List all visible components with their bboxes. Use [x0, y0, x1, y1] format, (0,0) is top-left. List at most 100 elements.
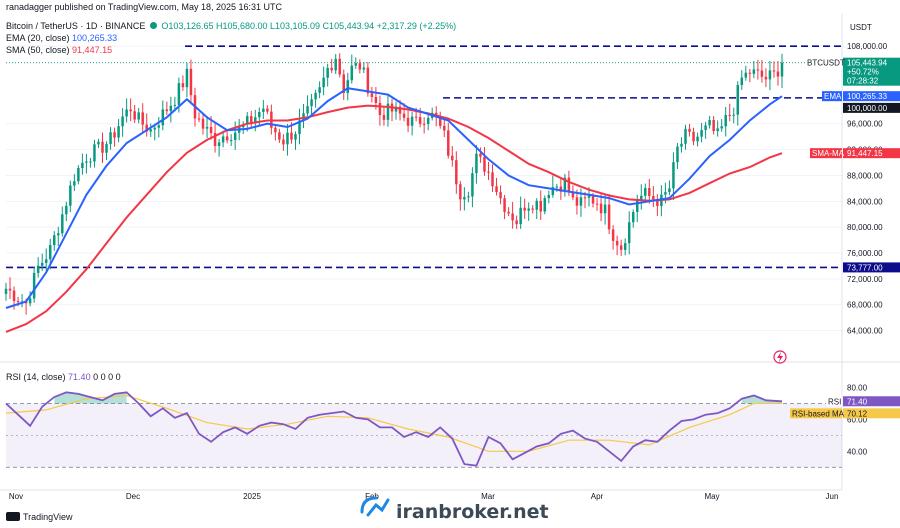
candle-body [173, 104, 177, 106]
btc-price-tag-text: 07:28:32 [847, 77, 879, 86]
rsi-overbought-fill [54, 392, 67, 404]
candle-body [708, 119, 711, 126]
candle-body [133, 111, 136, 120]
candle-body [692, 131, 695, 142]
candle-body [402, 113, 406, 118]
candle-body [8, 288, 12, 291]
candle-body [587, 195, 591, 198]
rsi-panel: 80.00 60.00 40.00 [5, 384, 868, 468]
candle-body [676, 146, 679, 163]
candle-body [282, 139, 285, 145]
level-73k-tag-bg [843, 262, 900, 273]
time-label: May [704, 492, 719, 501]
ema-line [5, 87, 783, 309]
candle-body [776, 71, 780, 77]
candle-body [740, 77, 744, 86]
level-100k-tag-bg [843, 102, 900, 113]
candle-body [696, 136, 699, 142]
candle-body [278, 132, 281, 140]
candle-body [531, 208, 534, 210]
price-axis[interactable]: 108,000.0096,000.0092,000.0088,000.0084,… [847, 42, 888, 335]
candle-body [623, 243, 627, 250]
time-label: Feb [365, 492, 379, 501]
candle-body [250, 116, 253, 124]
time-label: Apr [591, 492, 604, 501]
ema-price-tag-bg [843, 91, 900, 102]
tradingview-logo-icon [6, 512, 20, 521]
candle-body [495, 186, 498, 193]
sma-price-tag: 91,447.15 [843, 148, 900, 159]
rsi-ma-value-tag-text: 70.12 [847, 409, 868, 418]
candle-body [567, 177, 571, 193]
rsi-value-tag: 71.40 [843, 396, 900, 407]
level-73k-tag: 73,777.00 [843, 262, 900, 273]
price-tick-label: 76,000.00 [847, 249, 883, 258]
candle-body [229, 139, 233, 141]
rsi-legend[interactable]: RSI (14, close) 71.40 0 0 0 0 [6, 372, 121, 383]
candle-body [294, 134, 297, 140]
candle-body [181, 83, 185, 88]
candle-body [455, 160, 458, 185]
candle-body [410, 116, 414, 126]
candle-body [28, 298, 32, 304]
lightning-icon [773, 350, 787, 364]
rsi-legend-tail: 0 0 0 0 [93, 372, 121, 382]
candle-body [575, 197, 579, 206]
candle-body [475, 153, 478, 174]
candle-body [688, 128, 691, 132]
candle-body [245, 116, 249, 125]
candle-body [547, 194, 551, 199]
candle-body [201, 118, 205, 129]
branding: iranbroker.net TradingView [6, 496, 549, 523]
candle-body [583, 197, 587, 199]
btc-symbol-tag: BTCUSDT [807, 59, 845, 68]
candle-body [274, 127, 277, 133]
price-tags: 105,443.94+50.72%07:28:32 100,265.33 100,0… [773, 57, 900, 419]
candle-body [69, 185, 72, 206]
symbol-title[interactable]: Bitcoin / TetherUS · 1D · BINANCE [6, 21, 146, 31]
candle-body [451, 155, 454, 161]
tradingview-brand: TradingView [23, 512, 73, 522]
price-tick-label: 64,000.00 [847, 327, 883, 336]
rsi-tick-label: 80.00 [847, 384, 868, 393]
price-tick-label: 80,000.00 [847, 223, 883, 232]
candle-body [414, 116, 418, 118]
ema-legend[interactable]: EMA (20, close) 100,265.33 [6, 33, 117, 44]
candle-body [511, 213, 514, 221]
candle-body [105, 144, 108, 153]
candle-body [636, 200, 639, 213]
sma-price-tag-text: 91,447.15 [847, 149, 883, 158]
candle-body [189, 68, 193, 96]
candle-body [438, 117, 442, 126]
candle-body [334, 58, 337, 71]
candle-body [756, 69, 760, 71]
candle-body [619, 245, 623, 250]
market-status-icon [149, 22, 157, 29]
candle-body [744, 72, 748, 78]
candle-body [233, 132, 237, 140]
rsi-value-tag-bg [843, 396, 900, 407]
candle-body [483, 156, 486, 172]
price-tick-label: 72,000.00 [847, 275, 883, 284]
candle-body [266, 108, 269, 112]
lightning-icon-glyph [777, 352, 783, 362]
candle-body [591, 195, 595, 204]
price-tick-label: 84,000.00 [847, 197, 883, 206]
candle-body [137, 112, 140, 120]
candle-body [479, 153, 482, 157]
candle-body [153, 127, 157, 130]
candle-body [109, 132, 112, 145]
currency-label[interactable]: USDT [850, 23, 872, 32]
candle-body [205, 126, 209, 129]
candle-body [720, 126, 723, 129]
rsi-value-tag-text: 71.40 [847, 397, 868, 406]
candle-body [346, 80, 350, 93]
candle-body [394, 106, 398, 112]
sma-legend[interactable]: SMA (50, close) 91,447.15 [6, 45, 112, 56]
candle-body [53, 235, 56, 246]
candle-body [398, 106, 402, 114]
candle-body [519, 207, 522, 225]
time-axis[interactable]: Nov Dec 2025 Feb Mar Apr May Jun [9, 492, 839, 501]
candle-body [535, 200, 538, 210]
